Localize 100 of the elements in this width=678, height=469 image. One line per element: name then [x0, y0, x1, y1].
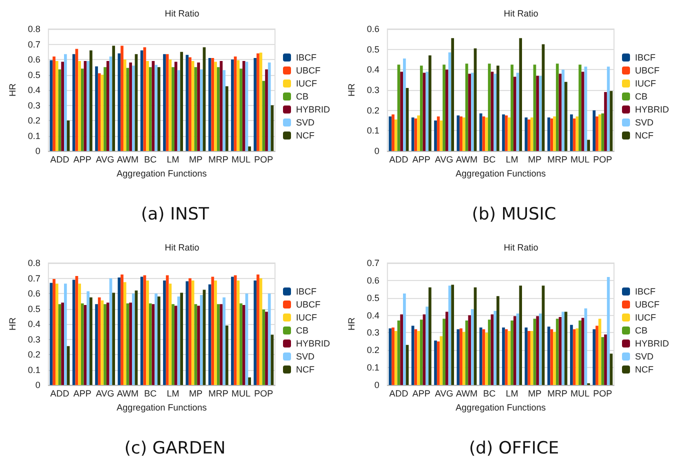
- y-tick-label: 0.1: [366, 362, 380, 373]
- bar: [502, 114, 505, 151]
- y-axis-title: HR: [346, 317, 356, 330]
- y-tick-label: 0.6: [28, 288, 40, 298]
- bar: [403, 58, 406, 151]
- bar: [148, 303, 152, 385]
- legend-label: NCF: [296, 364, 315, 374]
- legend-label: CB: [296, 326, 309, 336]
- x-tick-label: APP: [73, 388, 92, 398]
- bar: [496, 296, 500, 385]
- y-tick-label: 0.7: [366, 258, 380, 268]
- bar: [576, 328, 579, 385]
- chart-title: Hit Ratio: [164, 242, 200, 252]
- bar: [214, 280, 217, 385]
- bar: [513, 76, 516, 151]
- legend-label: IUCF: [296, 312, 318, 322]
- x-tick-label: LM: [506, 154, 518, 164]
- x-tick-label: MRP: [547, 388, 568, 398]
- bar: [222, 297, 226, 385]
- x-tick-label: MP: [188, 154, 202, 164]
- bar: [265, 69, 268, 151]
- bar: [52, 279, 56, 385]
- bar: [254, 280, 257, 385]
- bar: [470, 309, 474, 385]
- legend-label: CB: [634, 92, 648, 102]
- bar: [80, 303, 84, 385]
- bar: [148, 67, 152, 151]
- legend-label: NCF: [634, 130, 654, 140]
- legend-label: IUCF: [634, 312, 656, 322]
- bar: [262, 310, 266, 385]
- bar: [538, 314, 542, 385]
- legend-label: UBCF: [634, 66, 660, 76]
- bar: [78, 61, 81, 151]
- x-tick-label: MUL: [570, 388, 590, 398]
- x-tick-label: APP: [73, 154, 92, 164]
- x-tick-label: AVG: [96, 154, 114, 164]
- bar: [417, 330, 420, 385]
- bar: [442, 64, 446, 151]
- bar: [488, 320, 491, 385]
- bar: [460, 328, 462, 385]
- bar: [248, 146, 251, 151]
- bar: [166, 275, 169, 385]
- bar: [140, 276, 144, 385]
- bar: [188, 57, 192, 151]
- bar: [146, 280, 149, 385]
- bar: [606, 66, 610, 151]
- bar: [428, 287, 432, 385]
- bar: [55, 284, 58, 385]
- bar: [426, 72, 429, 151]
- bar: [562, 312, 564, 385]
- legend-label: CB: [296, 92, 309, 102]
- bar: [186, 281, 189, 385]
- bar: [592, 329, 596, 385]
- bar: [485, 117, 488, 151]
- y-tick-label: 0.1: [28, 130, 40, 141]
- bar: [106, 61, 110, 151]
- bar: [460, 116, 462, 151]
- bar: [434, 340, 437, 385]
- bar: [158, 296, 160, 385]
- x-tick-label: APP: [412, 154, 430, 164]
- legend-label: HYBRID: [296, 104, 330, 114]
- y-axis-title: HR: [346, 83, 356, 96]
- bar: [564, 82, 568, 151]
- bar: [510, 64, 514, 151]
- y-tick-label: 0.4: [366, 310, 380, 320]
- bar: [120, 46, 124, 151]
- bar: [504, 329, 508, 385]
- bar: [154, 64, 158, 151]
- bar: [123, 282, 126, 385]
- legend-label: IUCF: [634, 78, 656, 88]
- bar: [578, 320, 582, 385]
- x-tick-label: MUL: [232, 154, 251, 164]
- bar: [553, 332, 556, 385]
- bar: [601, 337, 604, 385]
- y-tick-label: 0.5: [28, 70, 40, 80]
- bar: [104, 67, 106, 151]
- x-tick-label: MRP: [547, 154, 568, 164]
- bar: [592, 110, 596, 151]
- bar: [106, 302, 110, 385]
- x-tick-label: MP: [188, 388, 202, 398]
- y-tick-label: 0.2: [28, 116, 40, 126]
- bar: [411, 117, 414, 151]
- legend-label: IBCF: [634, 52, 656, 62]
- legend-label: IBCF: [296, 52, 317, 62]
- x-tick-label: AWM: [456, 388, 478, 398]
- y-axis-title: HR: [8, 317, 18, 330]
- bar: [451, 38, 454, 151]
- bar: [394, 330, 398, 385]
- legend-label: SVD: [296, 118, 315, 128]
- x-tick-label: POP: [254, 388, 274, 398]
- x-tick-label: APP: [412, 388, 430, 398]
- legend-label: NCF: [634, 364, 654, 374]
- bar: [436, 341, 440, 385]
- bar: [468, 315, 471, 385]
- bar: [80, 68, 84, 151]
- x-tick-label: ADD: [50, 388, 70, 398]
- text: (b) MUSIC: [472, 204, 556, 224]
- bar: [104, 304, 106, 385]
- bar: [513, 316, 516, 385]
- bar: [596, 326, 598, 385]
